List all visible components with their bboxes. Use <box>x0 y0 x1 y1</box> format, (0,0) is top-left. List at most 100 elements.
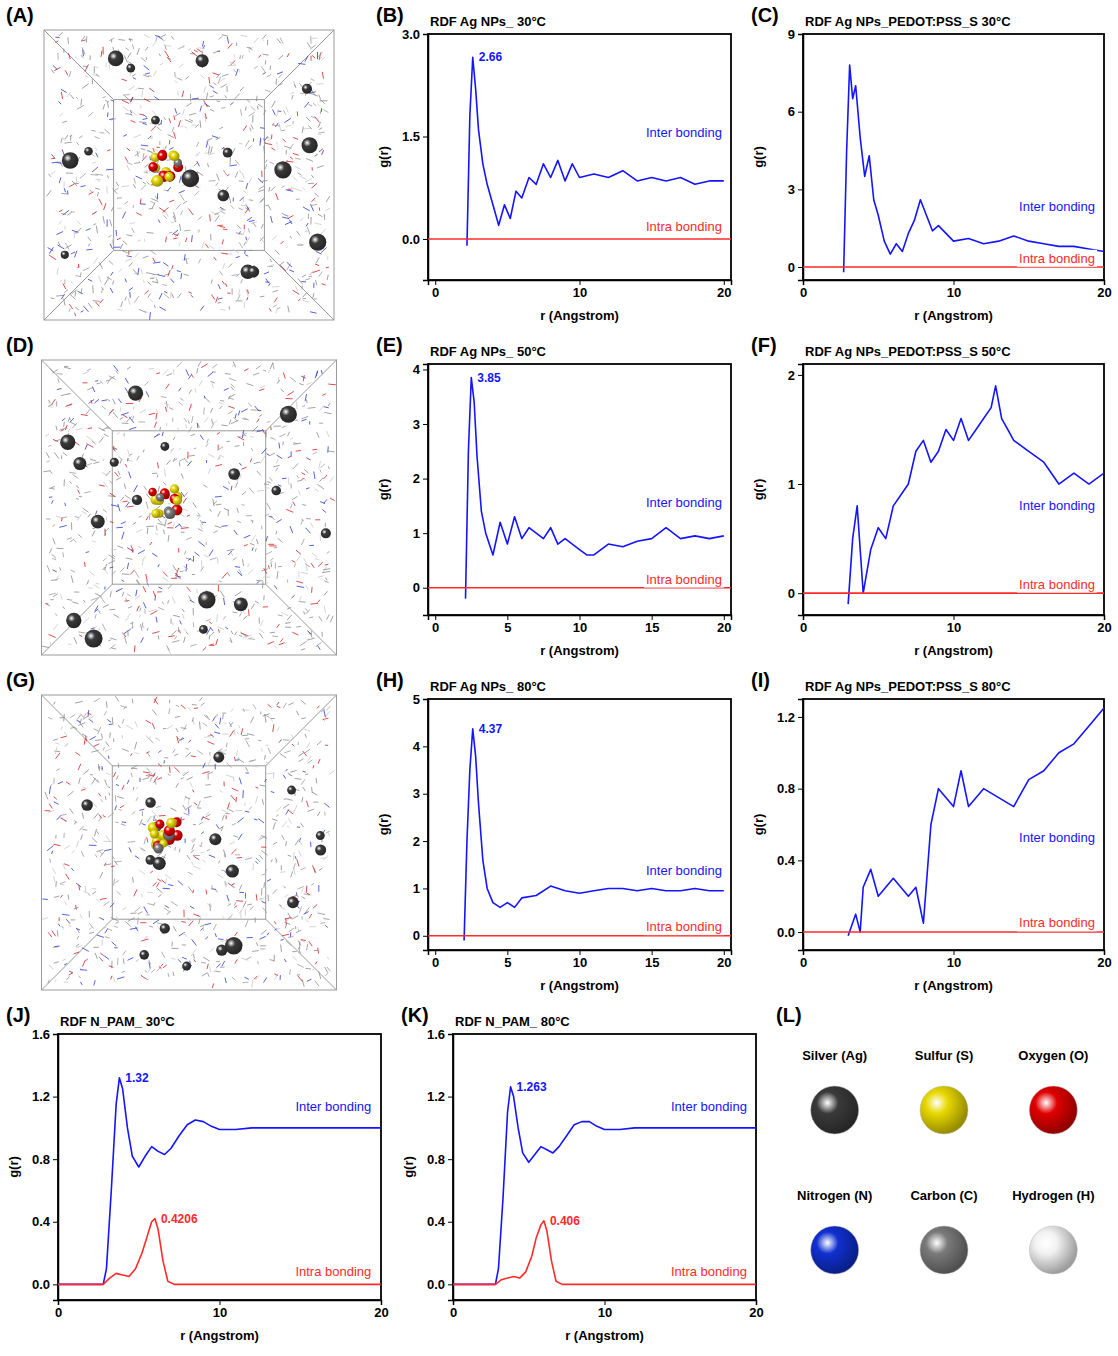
bond <box>206 619 210 621</box>
bond <box>136 590 137 597</box>
bond <box>170 279 174 283</box>
bond <box>324 606 325 613</box>
bond <box>330 498 335 501</box>
bond <box>158 523 166 525</box>
bond <box>95 614 96 618</box>
bond <box>297 245 303 246</box>
bond <box>320 534 321 540</box>
bond <box>281 389 285 392</box>
bond <box>200 435 203 440</box>
bond <box>162 370 168 375</box>
bond <box>239 635 242 637</box>
bond <box>111 648 116 649</box>
bond <box>129 472 131 479</box>
bond <box>87 580 89 583</box>
bond <box>110 219 112 226</box>
bond <box>179 462 181 466</box>
silver-atom <box>108 51 124 67</box>
bond <box>307 944 308 951</box>
bond <box>125 113 132 115</box>
bond <box>221 253 227 254</box>
silver-atom <box>223 148 233 158</box>
bond <box>168 635 174 637</box>
bond <box>61 193 67 194</box>
bond <box>200 306 204 311</box>
bond <box>127 506 134 507</box>
bond <box>133 184 136 188</box>
bond <box>127 594 130 596</box>
bond <box>271 216 273 223</box>
silver-atom <box>66 613 81 628</box>
bond <box>61 138 62 143</box>
bond <box>109 118 113 120</box>
bond <box>217 558 219 564</box>
bond <box>50 599 53 600</box>
bond <box>128 460 133 461</box>
bond <box>299 384 303 385</box>
bond <box>136 797 138 801</box>
bond <box>125 48 129 50</box>
bond <box>228 481 230 484</box>
bond <box>300 641 306 645</box>
bond <box>61 455 62 459</box>
bond <box>145 290 149 294</box>
bond <box>307 42 310 47</box>
bond <box>128 918 135 922</box>
bond <box>212 371 216 372</box>
bond <box>292 951 296 952</box>
bond <box>314 471 315 479</box>
bond <box>144 609 145 614</box>
bond <box>183 508 189 511</box>
bond <box>305 610 310 615</box>
bond <box>147 581 149 587</box>
bond <box>78 490 80 494</box>
bond <box>231 205 234 209</box>
bond <box>184 230 190 232</box>
bond <box>285 622 288 624</box>
bond <box>203 485 207 487</box>
bond <box>244 242 246 246</box>
box-inner <box>114 100 265 251</box>
bond <box>107 150 110 151</box>
bond <box>144 239 146 242</box>
bond <box>49 634 56 637</box>
bond <box>217 174 219 181</box>
bond <box>51 579 57 581</box>
bond <box>330 476 334 482</box>
bond <box>310 79 314 81</box>
bond <box>260 237 264 241</box>
bond <box>306 383 311 385</box>
bond <box>198 529 203 532</box>
bond <box>162 39 166 41</box>
silver-atom <box>84 147 93 156</box>
bond <box>289 144 293 149</box>
bond <box>154 71 157 76</box>
bond <box>253 222 256 227</box>
bond <box>114 947 117 948</box>
bond <box>81 834 83 839</box>
bond <box>245 237 247 240</box>
bond <box>315 519 320 520</box>
bond <box>298 753 303 756</box>
bond <box>249 178 252 183</box>
bond <box>203 647 206 650</box>
bond <box>95 593 101 596</box>
bond <box>276 467 278 471</box>
bond <box>187 461 192 466</box>
bond <box>298 571 299 577</box>
bond <box>260 386 265 388</box>
bond <box>90 55 91 60</box>
bond <box>288 477 289 484</box>
bond <box>192 416 194 423</box>
silver-atom <box>85 630 103 648</box>
bond <box>129 288 133 291</box>
bond <box>270 632 275 634</box>
bond <box>81 36 85 41</box>
box-edge <box>266 919 337 990</box>
bond <box>60 814 66 815</box>
bond <box>239 242 243 248</box>
bond <box>228 65 235 66</box>
bond <box>223 263 225 269</box>
bond <box>125 157 128 162</box>
bond <box>285 222 292 225</box>
